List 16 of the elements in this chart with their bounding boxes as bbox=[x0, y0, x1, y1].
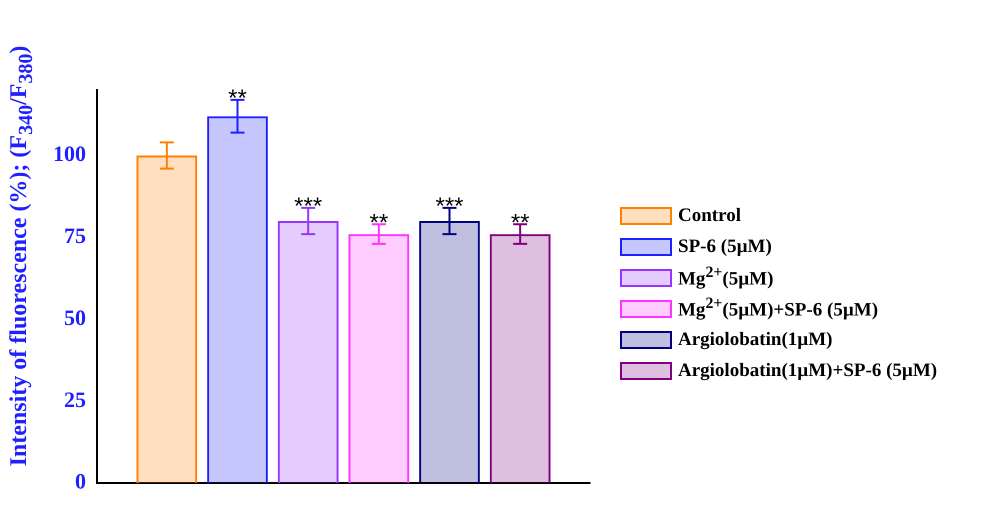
y-tick-label: 50 bbox=[64, 304, 86, 330]
data-label: ** bbox=[369, 209, 388, 236]
y-tick-label: 25 bbox=[64, 386, 86, 412]
data-label: ** bbox=[228, 84, 247, 112]
legend-label: Control bbox=[678, 204, 741, 226]
legend-label: Mg$^{2+}$(5µM)+SP-6 (5µM) bbox=[678, 295, 878, 322]
legend-label: Argiolobatin(1µM)+SP-6 (5µM) bbox=[678, 360, 938, 382]
y-tick-label: 75 bbox=[64, 223, 86, 248]
data-label: *** bbox=[294, 192, 322, 220]
data-label: ** bbox=[510, 209, 530, 236]
data-label: *** bbox=[435, 192, 464, 220]
y-tick-label: 100 bbox=[53, 141, 86, 166]
y-tick-label: 0 bbox=[75, 468, 86, 494]
legend-label: Argiolobatin(1µM) bbox=[678, 328, 832, 350]
legend-label: SP-6 (5µM) bbox=[678, 236, 772, 258]
legend-label: Mg$^{2+}$(5µM) bbox=[678, 264, 774, 291]
